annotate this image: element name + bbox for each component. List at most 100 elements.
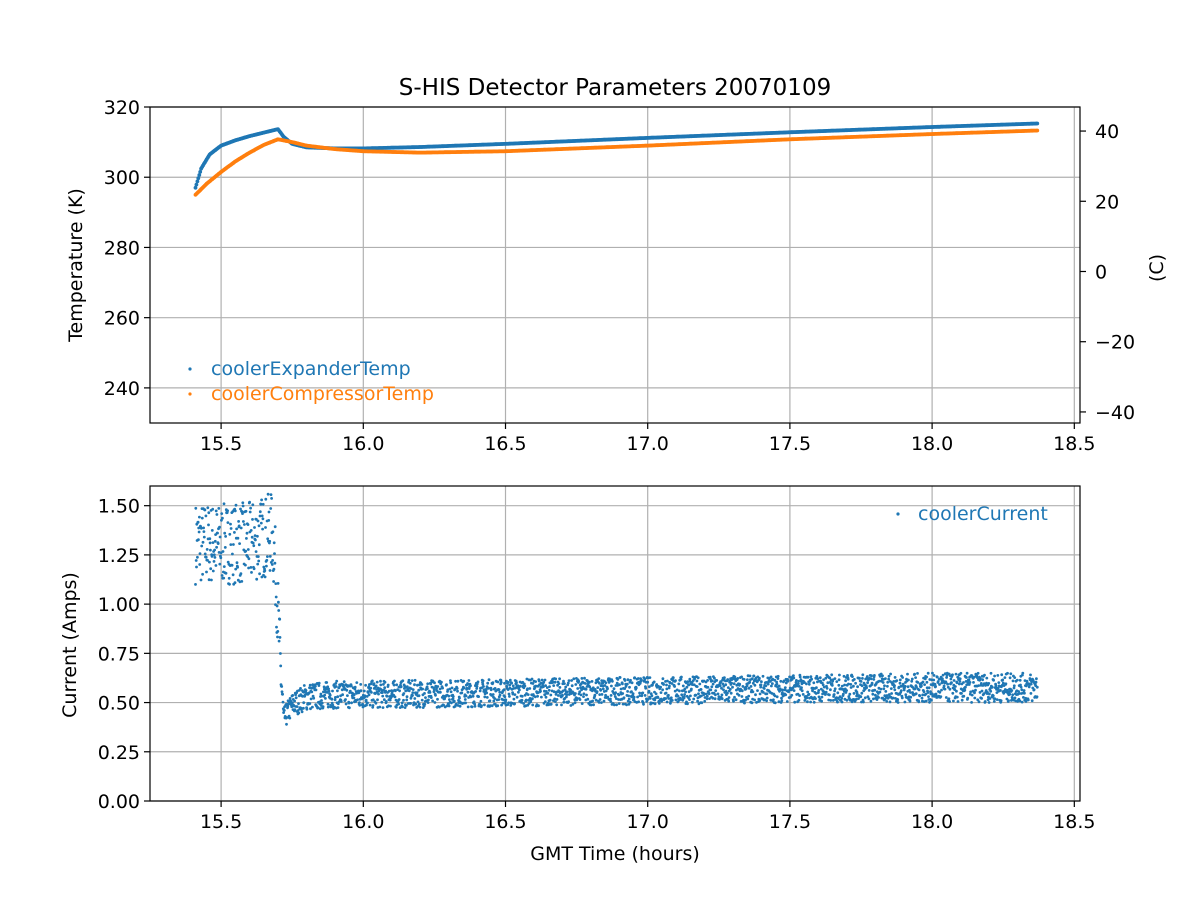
cooler-current-point	[381, 694, 385, 698]
cooler-current-point	[478, 689, 482, 693]
cooler-current-point	[463, 698, 467, 701]
cooler-current-point	[380, 700, 384, 704]
cooler-current-point	[355, 681, 359, 684]
cooler-current-point	[960, 692, 963, 695]
cooler-current-point	[909, 691, 912, 694]
cooler-current-point	[222, 576, 226, 580]
cooler-current-point	[776, 674, 780, 678]
cooler-current-point	[648, 676, 652, 679]
cooler-current-point	[873, 674, 876, 677]
cooler-current-point	[677, 682, 681, 686]
y2-tick-label: −40	[1095, 402, 1135, 424]
cooler-current-point	[609, 697, 612, 701]
cooler-current-point	[454, 679, 457, 683]
cooler-current-point	[914, 676, 917, 679]
cooler-current-point	[784, 693, 788, 697]
cooler-current-point	[293, 708, 297, 711]
cooler-current-point	[400, 701, 404, 705]
cooler-current-point	[901, 682, 905, 686]
cooler-current-point	[766, 682, 770, 686]
cooler-current-point	[846, 674, 849, 677]
cooler-current-point	[549, 702, 553, 706]
cooler-current-point	[759, 685, 763, 689]
cooler-current-point	[323, 693, 327, 697]
cooler-current-point	[499, 678, 503, 682]
cooler-current-point	[590, 680, 594, 683]
cooler-current-point	[696, 699, 699, 703]
cooler-current-point	[796, 682, 800, 686]
cooler-current-point	[251, 541, 255, 545]
cooler-current-point	[224, 535, 228, 538]
cooler-current-point	[257, 543, 261, 547]
cooler-current-point	[493, 697, 497, 700]
cooler-expander-temp-point	[198, 170, 203, 174]
cooler-current-point	[925, 675, 928, 679]
cooler-current-point	[852, 692, 856, 695]
cooler-current-point	[744, 698, 747, 702]
cooler-current-point	[588, 680, 591, 684]
cooler-current-point	[362, 689, 366, 693]
cooler-current-point	[271, 530, 275, 534]
cooler-current-point	[716, 692, 720, 696]
cooler-current-point	[797, 698, 801, 702]
cooler-current-point	[566, 690, 569, 694]
cooler-current-point	[202, 535, 206, 539]
cooler-current-point	[659, 691, 663, 694]
cooler-current-point	[692, 683, 696, 687]
cooler-current-point	[989, 671, 993, 675]
cooler-current-point	[644, 686, 648, 690]
cooler-current-point	[958, 677, 962, 681]
cooler-current-point	[496, 704, 500, 708]
cooler-current-point	[751, 681, 755, 685]
cooler-current-point	[743, 701, 746, 705]
cooler-current-point	[975, 674, 979, 678]
cooler-current-point	[713, 676, 716, 680]
cooler-current-point	[214, 509, 218, 513]
x-tick-label: 18.0	[911, 811, 953, 833]
cooler-current-point	[197, 530, 201, 534]
cooler-current-point	[810, 677, 813, 681]
cooler-current-point	[404, 689, 408, 693]
cooler-current-point	[237, 524, 241, 528]
cooler-current-point	[255, 577, 259, 581]
cooler-current-point	[997, 681, 1001, 684]
cooler-current-point	[669, 696, 673, 700]
cooler-current-point	[374, 684, 378, 688]
cooler-current-point	[473, 702, 477, 706]
cooler-current-point	[638, 682, 642, 685]
cooler-current-point	[449, 690, 453, 694]
cooler-current-point	[954, 685, 957, 688]
cooler-current-point	[1018, 699, 1022, 703]
cooler-current-point	[758, 692, 762, 696]
cooler-current-point	[405, 698, 409, 702]
cooler-current-point	[798, 694, 801, 697]
cooler-current-point	[690, 687, 693, 691]
cooler-current-point	[567, 700, 570, 703]
cooler-current-point	[604, 681, 608, 685]
cooler-current-point	[394, 689, 397, 693]
cooler-current-point	[267, 510, 271, 514]
cooler-current-point	[875, 698, 879, 701]
cooler-current-point	[838, 673, 841, 677]
cooler-current-point	[579, 686, 582, 690]
cooler-current-point	[673, 685, 676, 688]
cooler-current-point	[241, 504, 245, 508]
cooler-current-point	[249, 529, 253, 532]
cooler-current-point	[382, 698, 386, 702]
cooler-current-point	[215, 545, 219, 549]
y2-tick-label: −20	[1095, 332, 1135, 354]
cooler-current-point	[777, 684, 781, 688]
cooler-current-point	[722, 684, 726, 688]
cooler-current-point	[469, 684, 472, 688]
cooler-current-point	[885, 700, 889, 703]
cooler-current-point	[812, 700, 816, 704]
cooler-current-point	[512, 697, 516, 701]
cooler-current-point	[603, 684, 607, 687]
cooler-current-point	[215, 513, 219, 516]
cooler-current-point	[431, 699, 434, 703]
cooler-current-point	[530, 677, 534, 681]
cooler-current-point	[584, 687, 588, 691]
cooler-current-point	[944, 696, 948, 699]
y2-tick-label: 0	[1095, 261, 1107, 283]
y-tick-label: 260	[104, 308, 140, 330]
